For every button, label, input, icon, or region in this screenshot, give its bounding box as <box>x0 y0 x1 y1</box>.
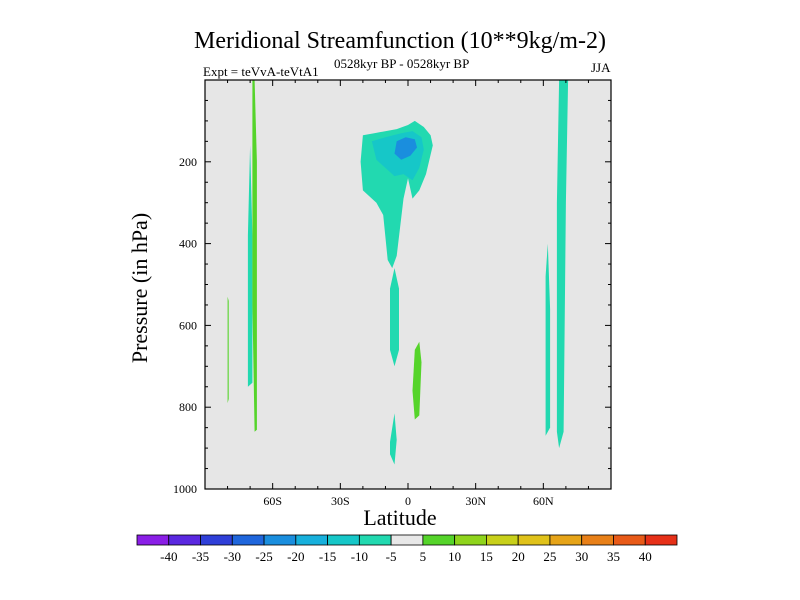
colorbar-level-label: 5 <box>420 549 427 564</box>
colorbar-level-label: 25 <box>543 549 556 564</box>
colorbar-swatch <box>295 534 328 546</box>
colorbar-swatch <box>231 534 265 546</box>
colorbar-swatch <box>390 534 424 546</box>
tick-layer: 60S 30S 0 30N 60N 200 400 600 800 1000 <box>173 80 611 508</box>
period-label: 0528kyr BP - 0528kyr BP <box>334 56 470 71</box>
colorbar-swatch <box>136 534 170 546</box>
contour-southern-polar-strip-pos-2 <box>227 296 229 404</box>
colorbar-level-label: -10 <box>351 549 368 564</box>
colorbar-swatch <box>454 534 487 546</box>
colorbar-swatch <box>327 534 360 546</box>
contour-southern-polar-strip-neg <box>247 145 253 387</box>
colorbar-swatch <box>486 534 519 546</box>
x-tick-label: 30N <box>465 494 486 508</box>
colorbar-swatch <box>168 534 201 546</box>
contour-equatorial-positive-strip <box>412 341 422 420</box>
y-tick-label: 200 <box>179 155 197 169</box>
colorbar-level-label: -40 <box>160 549 177 564</box>
x-tick-label: 30S <box>331 494 350 508</box>
colorbar-level-label: -5 <box>386 549 397 564</box>
colorbar-swatch <box>263 534 297 546</box>
season-label: JJA <box>591 60 611 75</box>
y-tick-label: 600 <box>179 318 197 332</box>
colorbar-level-label: -15 <box>319 549 336 564</box>
contour-upper-equatorial-cell-core <box>394 137 417 160</box>
colorbar-swatch <box>644 534 678 546</box>
x-tick-label: 60N <box>533 494 554 508</box>
colorbar-level-label: -30 <box>224 549 241 564</box>
contour-equatorial-lower-strip <box>390 413 397 465</box>
contour-northern-polar-strip-2 <box>545 243 551 436</box>
x-axis-label: Latitude <box>363 505 437 530</box>
colorbar-swatch <box>200 534 233 546</box>
chart-title: Meridional Streamfunction (10**9kg/m-2) <box>194 28 606 54</box>
x-tick-label: 0 <box>405 494 411 508</box>
colorbar-swatch <box>517 534 551 546</box>
colorbar-level-label: 10 <box>448 549 461 564</box>
colorbar-level-label: -25 <box>255 549 272 564</box>
contour-equatorial-midlevel-strip <box>390 268 399 367</box>
contour-northern-polar-strip <box>556 80 569 449</box>
y-tick-label: 400 <box>179 237 197 251</box>
colorbar-level-label: 35 <box>607 549 620 564</box>
colorbar-swatch <box>422 534 456 546</box>
colorbar-level-label: 15 <box>480 549 493 564</box>
colorbar-swatch <box>581 534 614 546</box>
y-tick-label: 800 <box>179 400 197 414</box>
contour-southern-polar-strip-pos <box>252 80 257 432</box>
colorbar-level-label: -20 <box>287 549 304 564</box>
experiment-label: Expt = teVvA-teVtA1 <box>203 64 319 79</box>
colorbar-level-label: 30 <box>575 549 588 564</box>
colorbar-level-label: 20 <box>512 549 525 564</box>
x-tick-label: 60S <box>263 494 282 508</box>
colorbar-swatch <box>549 534 583 546</box>
contour-layer <box>227 80 569 465</box>
colorbar-level-label: -35 <box>192 549 209 564</box>
colorbar-swatch <box>613 534 646 546</box>
colorbar-level-label: 40 <box>639 549 652 564</box>
y-tick-label: 1000 <box>173 482 197 496</box>
colorbar-swatch <box>358 534 392 546</box>
